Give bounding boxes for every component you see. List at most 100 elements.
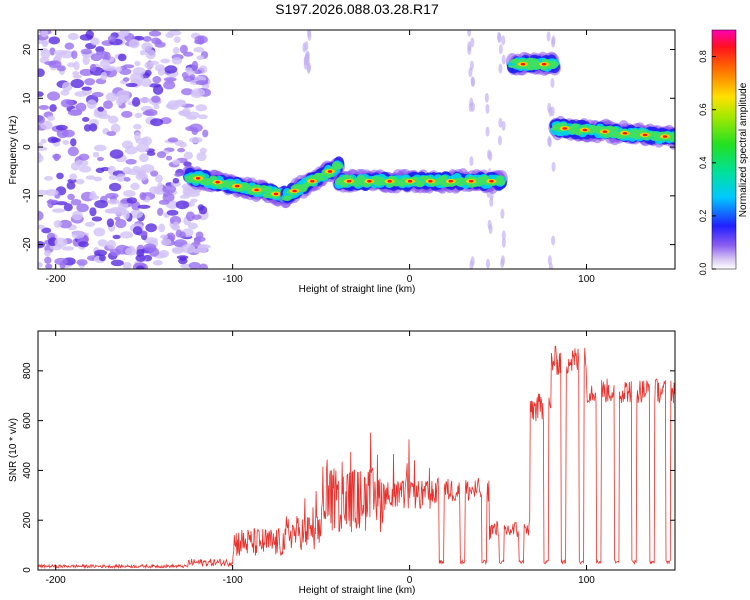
noise-blob	[40, 40, 50, 45]
noise-blob	[78, 241, 89, 248]
peak-blob	[642, 133, 648, 137]
streak-blob	[497, 135, 502, 146]
noise-blob	[193, 69, 203, 75]
noise-blob	[106, 239, 116, 250]
streak-blob	[468, 102, 473, 113]
noise-blob	[64, 42, 75, 50]
noise-blob	[132, 226, 143, 236]
noise-blob	[62, 246, 75, 251]
snr-x-ticks: -200 -100 0 100	[46, 331, 595, 586]
trace-blob	[318, 177, 327, 181]
noise-blob	[44, 176, 53, 181]
peak-blob	[215, 180, 220, 184]
noise-blob	[139, 192, 147, 201]
noise-blob	[131, 97, 141, 107]
noise-blob	[141, 42, 153, 51]
noise-blob	[67, 109, 82, 116]
noise-blob	[56, 172, 64, 180]
noise-blob	[116, 173, 127, 182]
noise-blob	[110, 123, 121, 133]
noise-blob	[93, 176, 103, 182]
y-tick-label: 0	[22, 567, 33, 573]
peak-blob	[234, 184, 240, 188]
noise-blob	[46, 199, 59, 204]
snr-ylabel: SNR (10 * v/v)	[8, 418, 19, 482]
noise-blob	[99, 59, 111, 68]
noise-blob	[181, 243, 196, 254]
y-tick-label: 20	[22, 44, 33, 56]
noise-blob	[38, 210, 44, 221]
noise-blob	[89, 207, 97, 217]
noise-blob	[119, 68, 132, 75]
noise-blob	[152, 76, 162, 84]
peak-blob	[387, 179, 392, 183]
noise-blob	[148, 30, 162, 37]
noise-blob	[132, 165, 141, 173]
peak-blob	[489, 179, 494, 183]
trace-blob	[669, 136, 675, 143]
noise-blob	[129, 209, 143, 219]
y-tick-label: 200	[22, 511, 33, 528]
noise-blob	[143, 243, 157, 252]
noise-blob	[185, 211, 195, 222]
snr-series-line	[38, 345, 675, 570]
peak-blob	[582, 128, 587, 132]
noise-blob	[48, 60, 62, 69]
noise-blob	[115, 66, 123, 73]
streak-blob	[501, 54, 506, 65]
noise-blob	[169, 215, 182, 225]
noise-blob	[60, 89, 70, 96]
noise-blob	[38, 105, 50, 110]
x-tick-label: 0	[407, 575, 413, 586]
noise-blob	[125, 247, 137, 256]
streak-blob	[484, 92, 489, 103]
streak-blob	[500, 258, 505, 269]
noise-blob	[135, 137, 149, 145]
noise-blob	[164, 65, 178, 74]
noise-blob	[97, 239, 108, 247]
noise-blob	[85, 30, 94, 40]
noise-blob	[179, 194, 190, 199]
noise-blob	[151, 95, 161, 103]
noise-blob	[103, 100, 113, 110]
noise-blob	[144, 61, 155, 69]
trace-blob	[284, 195, 293, 199]
colorbar-ticks: 0.0 0.2 0.4 0.6 0.8	[698, 50, 716, 275]
noise-blob	[39, 47, 48, 53]
noise-blob	[202, 84, 210, 89]
noise-blob	[62, 140, 70, 145]
noise-blob	[148, 83, 162, 88]
noise-blob	[79, 68, 94, 77]
streak-blob	[486, 258, 491, 269]
noise-blob	[90, 37, 100, 46]
noise-blob	[124, 145, 138, 155]
noise-blob	[38, 146, 48, 151]
noise-blob	[48, 36, 60, 45]
noise-blob	[107, 115, 119, 124]
noise-blob	[109, 149, 124, 159]
noise-blob	[122, 77, 130, 82]
noise-blob	[38, 115, 45, 124]
noise-blob	[139, 153, 149, 163]
noise-blob	[191, 60, 199, 71]
noise-blob	[162, 192, 175, 202]
peak-blob	[428, 179, 433, 183]
streak-blob	[498, 117, 503, 128]
streak-blob	[470, 37, 475, 48]
noise-blob	[70, 138, 77, 147]
noise-blob	[195, 80, 209, 86]
streak-blob	[469, 156, 474, 167]
noise-blob	[114, 216, 121, 221]
peak-blob	[602, 130, 608, 133]
noise-blob	[40, 138, 47, 144]
noise-blob	[136, 143, 150, 153]
noise-blob	[44, 249, 52, 257]
noise-blob	[76, 203, 89, 213]
x-tick-label: 100	[578, 575, 595, 586]
noise-blob	[185, 69, 195, 75]
noise-blob	[134, 60, 141, 67]
noise-blob	[187, 111, 200, 119]
noise-blob	[60, 98, 74, 108]
noise-blob	[81, 86, 92, 91]
noise-blob	[173, 36, 181, 43]
